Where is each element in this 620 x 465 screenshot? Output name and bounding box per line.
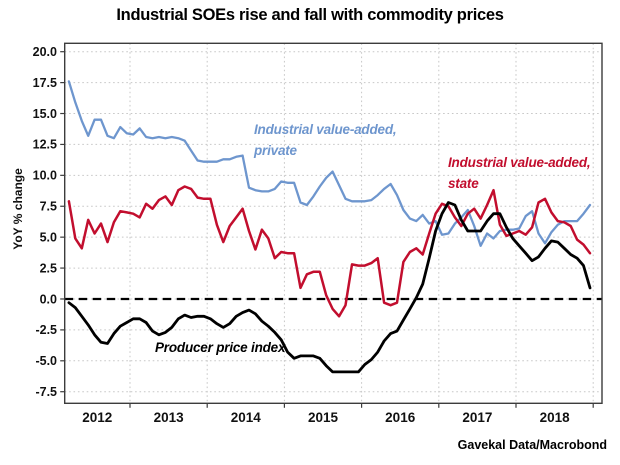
y-tick-label: -2.5: [35, 323, 57, 337]
annotation-ppi: Producer price index: [155, 337, 285, 358]
y-tick-label: 15.0: [33, 107, 57, 121]
plot-frame: [63, 42, 603, 404]
y-tick-label: 7.5: [40, 200, 57, 214]
y-tick-label: -5.0: [35, 354, 57, 368]
y-tick-label: -7.5: [35, 385, 57, 399]
y-tick-label: 17.5: [33, 76, 57, 90]
y-tick-label: 5.0: [40, 230, 57, 244]
y-axis-label: YoY % change: [11, 168, 25, 250]
annotation-ppi-line1: Producer price index: [155, 340, 286, 355]
x-tick-label: 2013: [154, 410, 185, 425]
y-tick-label: 10.0: [33, 169, 57, 183]
x-tick-label: 2012: [82, 410, 112, 425]
series-line-state: [67, 185, 592, 318]
source-attribution: Gavekal Data/Macrobond: [457, 438, 607, 452]
x-tick-label: 2014: [231, 410, 262, 425]
x-tick-label: 2018: [540, 410, 571, 425]
annotation-private-line1: Industrial value-added,: [254, 122, 397, 137]
y-tick-label: 12.5: [33, 138, 57, 152]
annotation-state-line1: Industrial value-added,: [448, 155, 591, 170]
chart-title: Industrial SOEs rise and fall with commo…: [116, 6, 504, 24]
x-tick-label: 2016: [385, 410, 416, 425]
annotation-private: Industrial value-added, private: [254, 119, 397, 161]
annotation-private-line2: private: [254, 143, 297, 158]
x-tick-label: 2017: [462, 410, 492, 425]
y-tick-label: 2.5: [40, 261, 57, 275]
y-tick-label: 0.0: [40, 292, 57, 306]
y-tick-label: 20.0: [33, 45, 57, 59]
annotation-state: Industrial value-added, state: [448, 152, 591, 194]
annotation-state-line2: state: [448, 176, 479, 191]
x-tick-label: 2015: [308, 410, 339, 425]
series-line-ppi: [67, 201, 592, 374]
